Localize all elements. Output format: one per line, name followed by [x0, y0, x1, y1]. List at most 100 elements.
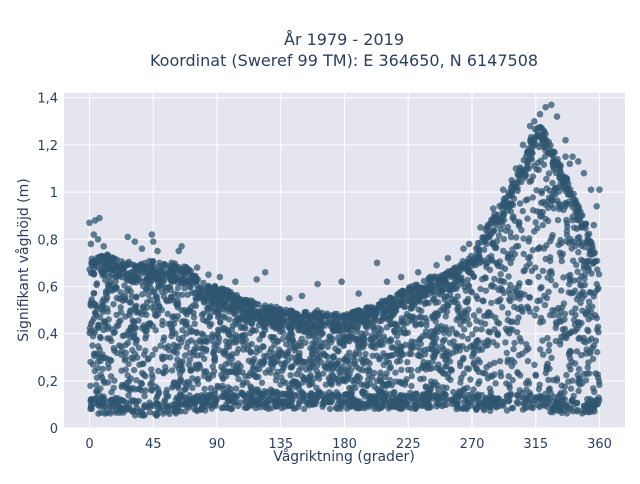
data-point — [118, 347, 126, 355]
data-point — [529, 247, 536, 254]
data-point — [414, 400, 421, 407]
outlier-point — [542, 103, 549, 111]
data-point — [572, 242, 579, 250]
data-point — [229, 322, 237, 329]
data-point — [567, 186, 574, 193]
data-point — [199, 316, 207, 323]
data-point — [508, 356, 516, 364]
data-point — [250, 358, 257, 365]
data-point — [432, 379, 439, 386]
data-point — [103, 294, 111, 301]
data-point — [485, 254, 492, 262]
data-point — [483, 240, 490, 248]
data-point — [362, 350, 369, 358]
data-point — [222, 304, 229, 312]
data-point — [164, 298, 171, 305]
data-point — [504, 250, 511, 258]
data-points — [86, 101, 603, 419]
data-point — [571, 360, 579, 367]
data-point — [132, 324, 139, 332]
outlier-point — [138, 245, 146, 253]
data-point — [177, 394, 184, 402]
data-point — [344, 326, 352, 333]
data-point — [224, 342, 231, 350]
data-point — [210, 350, 217, 357]
outlier-point — [298, 292, 306, 300]
data-point — [310, 354, 317, 361]
data-point — [260, 343, 267, 350]
data-point — [198, 330, 205, 337]
data-point — [91, 309, 99, 316]
outlier-point — [414, 268, 422, 276]
data-point — [436, 284, 444, 291]
data-point — [448, 325, 456, 333]
data-point — [226, 331, 233, 339]
data-point — [497, 226, 504, 233]
data-point — [276, 328, 284, 335]
data-point — [291, 347, 298, 354]
data-point — [536, 381, 543, 388]
data-point — [260, 357, 267, 364]
x-tick-label: 45 — [145, 437, 162, 452]
data-point — [417, 293, 425, 300]
data-point — [394, 339, 401, 346]
data-point — [526, 253, 534, 260]
data-point — [394, 292, 402, 299]
data-point — [138, 411, 146, 418]
y-tick-label: 1,2 — [37, 139, 58, 154]
data-point — [381, 397, 389, 405]
data-point — [559, 250, 566, 257]
data-point — [524, 357, 532, 365]
data-point — [379, 313, 386, 320]
data-point — [547, 238, 554, 245]
data-point — [479, 369, 487, 377]
data-point — [514, 369, 521, 376]
data-point — [494, 395, 501, 403]
data-point — [95, 321, 102, 328]
data-point — [397, 348, 405, 356]
data-point — [461, 326, 468, 333]
data-point — [104, 323, 112, 330]
data-point — [425, 274, 433, 281]
data-point — [459, 333, 466, 340]
data-point — [392, 369, 399, 376]
x-axis-title: Vågriktning (grader) — [273, 448, 415, 465]
data-point — [122, 355, 129, 362]
data-point — [214, 313, 222, 321]
data-point — [520, 235, 527, 242]
data-point — [490, 227, 498, 234]
data-point — [332, 404, 340, 411]
data-point — [494, 329, 501, 337]
data-point — [439, 384, 447, 391]
x-axis-ticks: 0 45 90 135 180 225 270 315 360 — [85, 437, 612, 452]
data-point — [233, 385, 240, 392]
data-point — [142, 335, 149, 342]
data-point — [537, 395, 544, 403]
data-point — [540, 351, 547, 358]
data-point — [412, 320, 419, 328]
data-point — [474, 356, 482, 363]
data-point — [209, 333, 216, 340]
outlier-point — [562, 136, 569, 144]
data-point — [480, 312, 488, 320]
data-point — [247, 383, 254, 390]
data-point — [431, 331, 438, 338]
data-point — [168, 367, 176, 374]
data-point — [534, 159, 542, 167]
y-axis-ticks: 0 0,2 0,4 0,6 0,8 1 1,2 1,4 — [37, 92, 58, 437]
data-point — [457, 359, 464, 366]
data-point — [535, 245, 543, 252]
data-point — [155, 367, 162, 375]
outlier-point — [587, 186, 595, 194]
x-tick-label: 90 — [209, 437, 226, 452]
data-point — [272, 372, 280, 379]
data-point — [232, 331, 239, 338]
data-point — [475, 380, 482, 387]
data-point — [458, 274, 465, 281]
data-point — [124, 372, 131, 379]
data-point — [388, 344, 395, 351]
data-point — [401, 330, 408, 337]
data-point — [368, 374, 376, 381]
data-point — [224, 294, 232, 301]
y-tick-label: 0,4 — [37, 328, 58, 343]
